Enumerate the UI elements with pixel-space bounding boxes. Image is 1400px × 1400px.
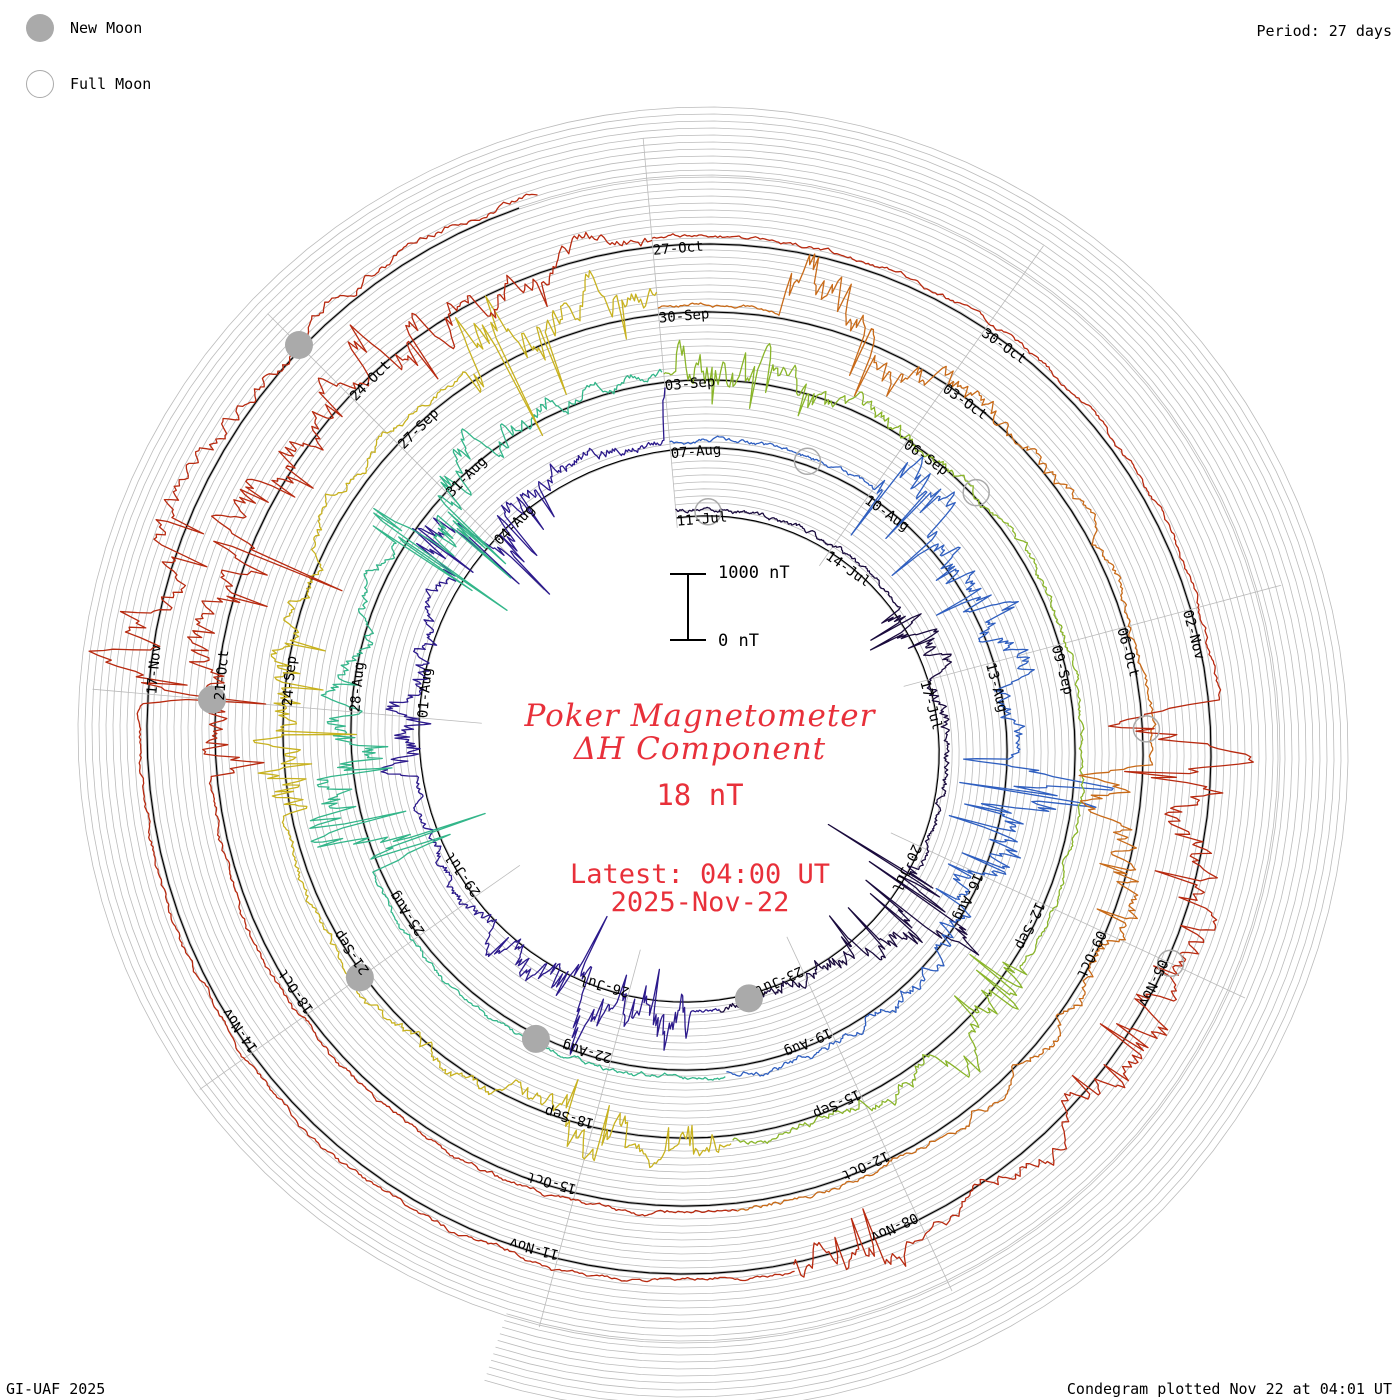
date-label: 17-Nov <box>144 643 164 695</box>
radial-spoke <box>903 584 1282 687</box>
legend-new-moon-label: New Moon <box>70 19 143 37</box>
date-label: 11-Jul <box>676 509 728 529</box>
magnetometer-trace <box>657 253 1157 1212</box>
grid-ring <box>98 127 1328 1391</box>
full-moon-marker <box>1156 949 1185 978</box>
full-moon-marker <box>694 498 722 526</box>
new-moon-marker <box>345 963 374 992</box>
date-label: 09-Oct <box>1073 928 1109 981</box>
magnetometer-trace <box>675 506 980 1013</box>
spoke-layer <box>92 138 1282 1328</box>
grid-ring <box>133 162 1293 1356</box>
current-value: 18 nT <box>656 778 744 812</box>
date-label: 07-Aug <box>670 442 722 462</box>
legend-full-moon-label: Full Moon <box>70 75 152 93</box>
grid-ring <box>84 113 1342 1400</box>
date-label: 30-Sep <box>658 306 710 326</box>
magnetometer-trace <box>651 233 1254 1278</box>
grid-layer <box>77 106 1349 1400</box>
legend-new-moon: New Moon <box>26 12 142 44</box>
chart-title: Poker Magnetometer <box>524 698 876 734</box>
moon-layer <box>197 330 1185 1053</box>
full-moon-marker <box>962 478 990 507</box>
radial-spoke <box>267 313 545 591</box>
full-moon-icon <box>26 70 54 98</box>
new-moon-marker <box>284 330 313 359</box>
full-moon-marker <box>793 447 822 476</box>
new-moon-icon <box>26 14 54 42</box>
date-label: 10-Aug <box>862 493 913 535</box>
date-label: 27-Oct <box>652 239 704 259</box>
date-label: 28-Aug <box>347 661 367 713</box>
new-moon-marker <box>197 685 226 714</box>
date-label: 21-Oct <box>212 649 232 701</box>
date-label: 08-Nov <box>868 1209 921 1245</box>
grid-ring <box>126 155 1300 1363</box>
grid-ring <box>119 148 1307 1370</box>
scale-bar <box>670 573 706 641</box>
grid-ring <box>105 134 1321 1384</box>
date-label: 23-Jul <box>753 962 806 998</box>
magnetometer-trace <box>669 435 1114 1077</box>
date-label: 03-Sep <box>664 374 716 394</box>
period-label: Period: 27 days <box>1256 22 1392 40</box>
latest-time: Latest: 04:00 UT <box>569 859 831 890</box>
scale-bottom-label: 0 nT <box>718 631 759 651</box>
scale-top-label: 1000 nT <box>718 563 790 583</box>
spiral-baseline <box>146 207 1212 1275</box>
radial-spoke <box>642 138 678 528</box>
latest-date: 2025-Nov-22 <box>610 887 790 918</box>
grid-ring <box>147 176 1279 1342</box>
chart-subtitle: ΔH Component <box>573 731 827 767</box>
full-moon-marker <box>1132 715 1161 743</box>
radial-spoke <box>92 688 482 724</box>
magnetometer-trace <box>309 368 726 1081</box>
magnetometer-trace <box>187 231 738 1217</box>
grid-ring <box>77 106 1349 1400</box>
new-moon-marker <box>734 984 763 1013</box>
date-label: 15-Sep <box>810 1086 863 1122</box>
footer-plotted: Condegram plotted Nov 22 at 04:01 UT <box>1066 1380 1392 1398</box>
magnetometer-trace <box>252 269 732 1169</box>
grid-ring <box>91 120 1335 1398</box>
date-label: 12-Oct <box>839 1147 892 1183</box>
radial-spoke <box>890 832 1246 999</box>
radial-spoke <box>786 936 953 1292</box>
footer-credit: GI-UAF 2025 <box>6 1380 106 1398</box>
grid-ring <box>112 141 1314 1377</box>
magnetometer-trace <box>663 339 1085 1145</box>
date-label: 05-Nov <box>1135 957 1171 1010</box>
date-label: 19-Aug <box>782 1024 835 1060</box>
date-label: 24-Sep <box>280 655 300 707</box>
legend-full-moon: Full Moon <box>26 68 151 100</box>
new-moon-marker <box>521 1024 550 1053</box>
radial-spoke <box>818 245 1044 567</box>
date-label: 01-Aug <box>415 667 435 719</box>
date-label: 06-Sep <box>901 437 952 479</box>
